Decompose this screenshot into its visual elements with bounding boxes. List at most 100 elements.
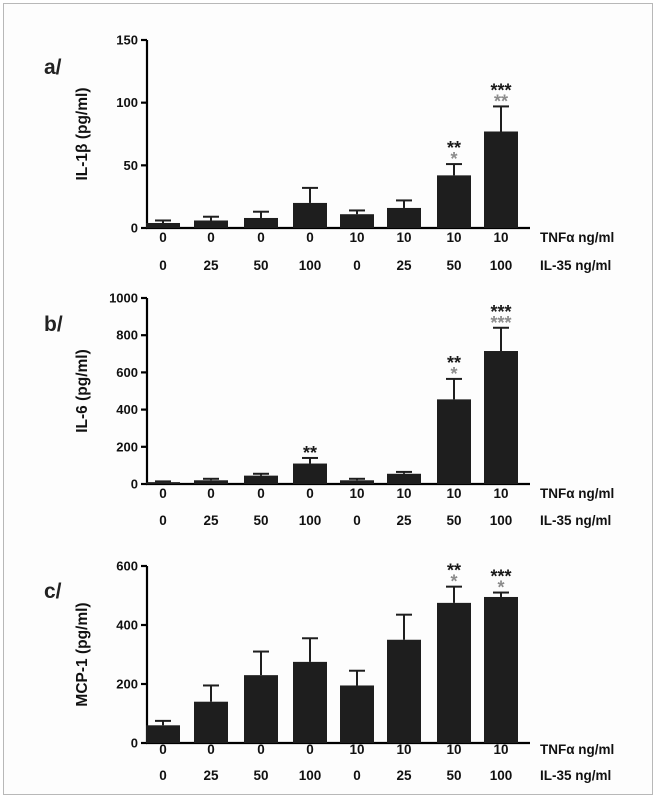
il35-dose-label: 25 — [203, 258, 219, 273]
bar — [387, 207, 421, 228]
y-tick-label: 600 — [116, 559, 138, 574]
il35-row-label: IL-35 ng/ml — [540, 258, 611, 273]
il35-dose-label: 100 — [490, 258, 513, 273]
y-tick-label: 0 — [131, 221, 138, 236]
y-tick-label: 50 — [124, 158, 138, 173]
bar — [293, 463, 327, 484]
y-tick-label: 0 — [131, 477, 138, 492]
y-tick-label: 400 — [116, 618, 138, 633]
significance-dark: *** — [490, 302, 511, 322]
bar — [484, 596, 518, 743]
bar — [437, 399, 471, 484]
significance-dark: ** — [447, 138, 461, 158]
tnf-dose-label: 10 — [396, 486, 411, 501]
panel-label: b/ — [44, 313, 63, 336]
tnf-dose-label: 10 — [446, 742, 461, 757]
bar — [194, 701, 228, 743]
bar — [437, 602, 471, 743]
tnf-dose-label: 10 — [446, 486, 461, 501]
panel-b: b/IL-6 (pg/ml)02004006008001000*********… — [44, 291, 614, 529]
bar — [194, 480, 228, 484]
tnf-dose-label: 0 — [159, 230, 167, 245]
il35-dose-label: 100 — [490, 768, 513, 783]
tnf-dose-label: 10 — [349, 486, 364, 501]
bar — [194, 220, 228, 228]
bar — [387, 473, 421, 484]
tnf-dose-label: 10 — [493, 486, 508, 501]
il35-dose-label: 0 — [159, 768, 167, 783]
il35-dose-label: 25 — [203, 768, 219, 783]
tnf-dose-label: 0 — [207, 486, 215, 501]
y-tick-label: 600 — [116, 365, 138, 380]
bar — [484, 131, 518, 228]
tnf-dose-label: 10 — [396, 742, 411, 757]
il35-dose-label: 100 — [299, 768, 322, 783]
significance-dark: ** — [303, 443, 317, 463]
y-axis-label: MCP-1 (pg/ml) — [74, 602, 91, 706]
bar — [340, 480, 374, 484]
y-tick-label: 100 — [116, 95, 138, 110]
y-tick-label: 1000 — [109, 291, 138, 306]
tnf-dose-label: 10 — [493, 230, 508, 245]
il35-dose-label: 0 — [353, 513, 361, 528]
il35-dose-label: 25 — [396, 513, 412, 528]
bar — [146, 482, 180, 484]
panel-label: c/ — [44, 580, 62, 603]
bar — [387, 639, 421, 743]
y-tick-label: 150 — [116, 33, 138, 48]
figure-frame — [3, 3, 653, 795]
significance-dark: ** — [447, 353, 461, 373]
y-tick-label: 200 — [116, 439, 138, 454]
il35-dose-label: 0 — [159, 258, 167, 273]
y-axis-label: IL-1β (pg/ml) — [74, 88, 91, 181]
tnf-dose-label: 10 — [493, 742, 508, 757]
significance-gray: * — [450, 572, 457, 592]
il35-dose-label: 50 — [446, 768, 461, 783]
y-tick-label: 200 — [116, 677, 138, 692]
tnf-dose-label: 0 — [306, 486, 314, 501]
y-tick-label: 800 — [116, 328, 138, 343]
il35-dose-label: 0 — [353, 768, 361, 783]
significance-dark: *** — [490, 567, 511, 587]
bar — [437, 175, 471, 228]
bar — [146, 222, 180, 228]
tnf-dose-label: 0 — [257, 486, 265, 501]
tnf-dose-label: 10 — [349, 230, 364, 245]
il35-row-label: IL-35 ng/ml — [540, 768, 611, 783]
bar — [244, 675, 278, 743]
tnf-dose-label: 10 — [446, 230, 461, 245]
tnf-dose-label: 0 — [306, 742, 314, 757]
il35-dose-label: 50 — [446, 513, 461, 528]
tnf-dose-label: 0 — [159, 486, 167, 501]
il35-dose-label: 0 — [159, 513, 167, 528]
significance-dark: ** — [447, 561, 461, 581]
il35-dose-label: 50 — [253, 768, 268, 783]
tnf-dose-label: 0 — [306, 230, 314, 245]
tnf-row-label: TNFα ng/ml — [540, 230, 614, 245]
il35-dose-label: 50 — [253, 258, 268, 273]
bar — [293, 661, 327, 743]
y-tick-label: 0 — [131, 736, 138, 751]
il35-row-label: IL-35 ng/ml — [540, 513, 611, 528]
significance-gray: * — [450, 149, 457, 169]
bar — [244, 217, 278, 228]
il35-dose-label: 50 — [446, 258, 461, 273]
tnf-dose-label: 0 — [257, 230, 265, 245]
significance-gray: *** — [490, 313, 511, 333]
significance-gray: ** — [494, 91, 508, 111]
y-axis-label: IL-6 (pg/ml) — [74, 349, 91, 433]
tnf-dose-label: 10 — [396, 230, 411, 245]
bar — [484, 351, 518, 484]
bar — [293, 202, 327, 228]
tnf-row-label: TNFα ng/ml — [540, 486, 614, 501]
bar — [146, 725, 180, 743]
il35-dose-label: 50 — [253, 513, 268, 528]
tnf-dose-label: 0 — [207, 742, 215, 757]
tnf-dose-label: 0 — [257, 742, 265, 757]
il35-dose-label: 25 — [396, 258, 412, 273]
tnf-dose-label: 0 — [159, 742, 167, 757]
il35-dose-label: 100 — [299, 258, 322, 273]
tnf-row-label: TNFα ng/ml — [540, 742, 614, 757]
